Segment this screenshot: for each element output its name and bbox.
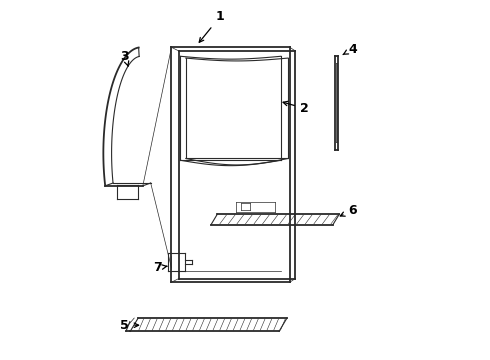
Text: 5: 5 xyxy=(121,319,139,332)
Text: 7: 7 xyxy=(153,261,167,274)
Text: 6: 6 xyxy=(340,204,357,217)
Text: 2: 2 xyxy=(283,101,309,115)
Text: 4: 4 xyxy=(343,42,357,55)
Text: 1: 1 xyxy=(199,10,224,42)
Text: 3: 3 xyxy=(121,50,129,66)
